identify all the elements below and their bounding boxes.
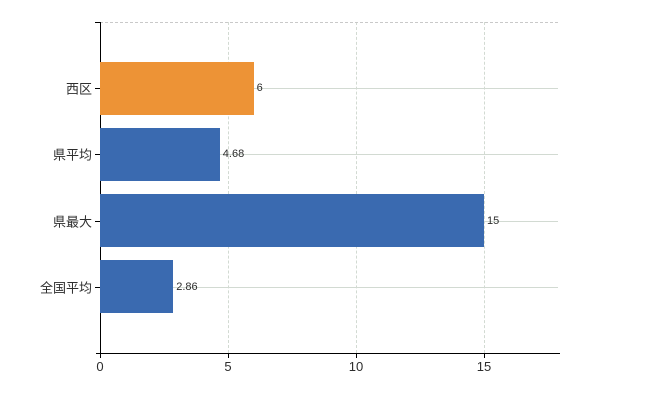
y-axis-top-tick [95,22,100,23]
vertical-gridline [484,22,485,353]
vertical-gridline [356,22,357,353]
category-gridline [100,154,558,156]
y-axis-tick [95,154,100,156]
x-tick-label: 10 [348,359,364,374]
bar-3 [100,260,174,314]
x-axis-tick [484,353,485,358]
bar-1 [100,127,220,181]
bar-0 [100,61,254,115]
category-label: 全国平均 [39,280,92,296]
category-gridline [100,286,558,288]
x-tick-label: 5 [224,359,232,374]
category-label: 県平均 [52,147,92,163]
category-gridline [100,88,558,90]
x-axis-tick [100,353,101,358]
x-axis-tick [356,353,357,358]
y-axis-line [100,22,101,353]
y-axis-tick [95,88,100,90]
category-label: 県最大 [52,214,92,230]
plot-top-border [100,22,558,23]
y-axis-tick [95,286,100,288]
vertical-gridline [228,22,229,353]
value-label: 6 [256,82,263,95]
value-label: 15 [487,214,500,227]
x-tick-label: 15 [476,359,492,374]
x-tick-label: 0 [96,359,104,374]
x-axis-tick [228,353,229,358]
y-axis-tick [95,220,100,222]
category-label: 西区 [65,81,92,97]
value-label: 4.68 [222,148,245,161]
value-label: 2.86 [176,280,198,293]
bar-2 [100,194,484,248]
x-axis-line [96,353,560,354]
